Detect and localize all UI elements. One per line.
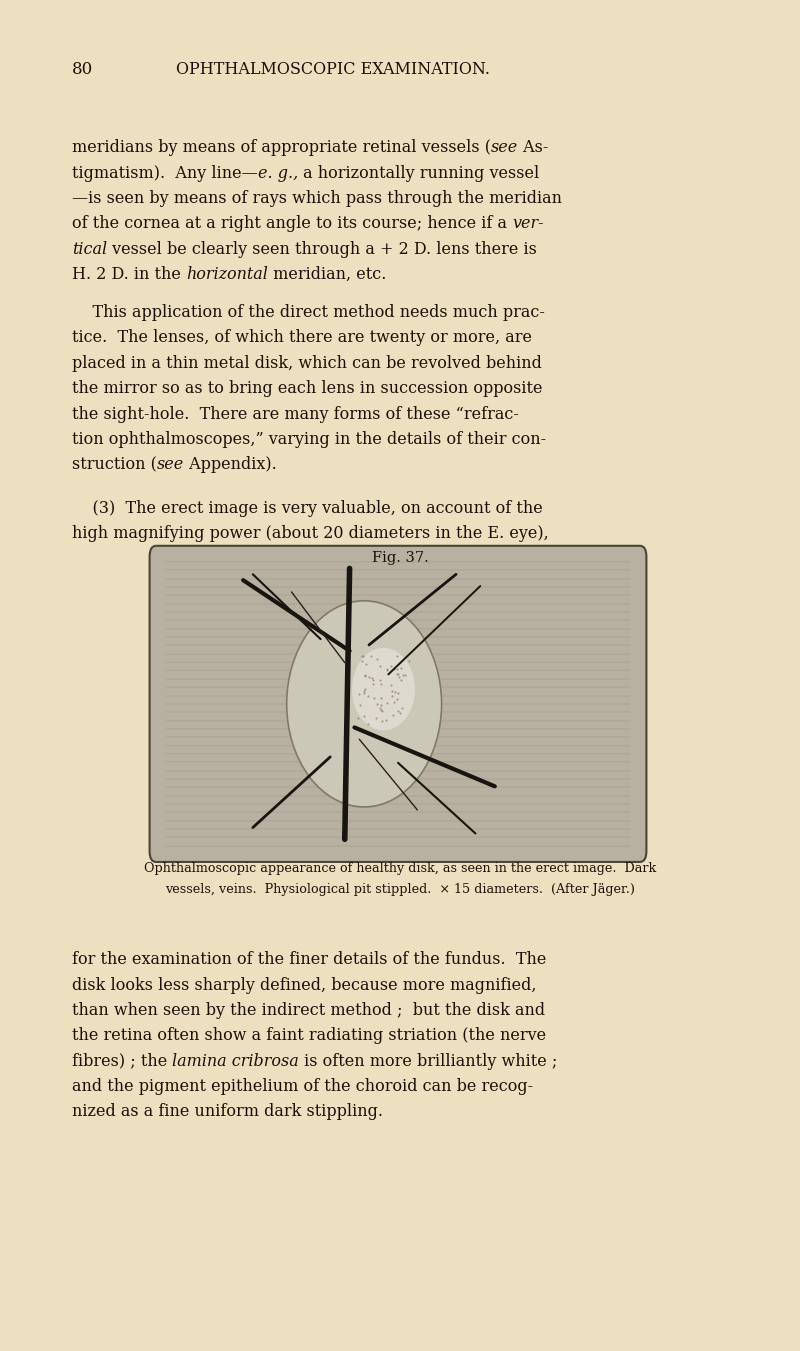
Text: Ophthalmoscopic appearance of healthy disk, as seen in the erect image.  Dark: Ophthalmoscopic appearance of healthy di… [144, 862, 656, 875]
Text: As-: As- [518, 139, 549, 157]
Text: fibres) ; the: fibres) ; the [72, 1052, 172, 1070]
Text: lamina cribrosa: lamina cribrosa [172, 1052, 299, 1070]
Text: disk looks less sharply defined, because more magnified,: disk looks less sharply defined, because… [72, 977, 537, 993]
Text: This application of the direct method needs much prac-: This application of the direct method ne… [72, 304, 545, 322]
Ellipse shape [352, 648, 415, 731]
Ellipse shape [286, 601, 442, 807]
Text: OPHTHALMOSCOPIC EXAMINATION.: OPHTHALMOSCOPIC EXAMINATION. [176, 61, 490, 78]
Text: and the pigment epithelium of the choroid can be recog-: and the pigment epithelium of the choroi… [72, 1078, 533, 1096]
Text: meridian, etc.: meridian, etc. [268, 266, 386, 284]
Text: tigmatism).  Any line—: tigmatism). Any line— [72, 165, 258, 181]
Text: for the examination of the finer details of the fundus.  The: for the examination of the finer details… [72, 951, 546, 969]
Text: see: see [491, 139, 518, 157]
Text: vessels, veins.  Physiological pit stippled.  × 15 diameters.  (After Jäger.): vessels, veins. Physiological pit stippl… [165, 882, 635, 896]
Text: high magnifying power (about 20 diameters in the E. eye),: high magnifying power (about 20 diameter… [72, 526, 549, 542]
Text: —is seen by means of rays which pass through the meridian: —is seen by means of rays which pass thr… [72, 190, 562, 207]
Text: see: see [157, 457, 184, 473]
Text: the mirror so as to bring each lens in succession opposite: the mirror so as to bring each lens in s… [72, 380, 542, 397]
Text: is often more brilliantly white ;: is often more brilliantly white ; [299, 1052, 558, 1070]
Text: struction (: struction ( [72, 457, 157, 473]
Text: H. 2 D. in the: H. 2 D. in the [72, 266, 186, 284]
Text: a horizontally running vessel: a horizontally running vessel [298, 165, 539, 181]
Text: the retina often show a faint radiating striation (the nerve: the retina often show a faint radiating … [72, 1027, 546, 1044]
Text: of the cornea at a right angle to its course; hence if a: of the cornea at a right angle to its co… [72, 215, 512, 232]
Text: Appendix).: Appendix). [184, 457, 277, 473]
Text: tical: tical [72, 240, 107, 258]
Text: (3)  The erect image is very valuable, on account of the: (3) The erect image is very valuable, on… [72, 500, 542, 517]
FancyBboxPatch shape [150, 546, 646, 862]
Text: placed in a thin metal disk, which can be revolved behind: placed in a thin metal disk, which can b… [72, 355, 542, 372]
Text: e. g.,: e. g., [258, 165, 298, 181]
Text: 80: 80 [72, 61, 94, 78]
Text: tion ophthalmoscopes,” varying in the details of their con-: tion ophthalmoscopes,” varying in the de… [72, 431, 546, 449]
Text: the sight-hole.  There are many forms of these “refrac-: the sight-hole. There are many forms of … [72, 405, 519, 423]
Text: than when seen by the indirect method ;  but the disk and: than when seen by the indirect method ; … [72, 1002, 545, 1019]
Text: horizontal: horizontal [186, 266, 268, 284]
Text: meridians by means of appropriate retinal vessels (: meridians by means of appropriate retina… [72, 139, 491, 157]
Text: vessel be clearly seen through a + 2 D. lens there is: vessel be clearly seen through a + 2 D. … [107, 240, 537, 258]
Text: tice.  The lenses, of which there are twenty or more, are: tice. The lenses, of which there are twe… [72, 330, 532, 346]
Text: ver-: ver- [512, 215, 544, 232]
Text: Fig. 37.: Fig. 37. [372, 551, 428, 565]
Text: nized as a fine uniform dark stippling.: nized as a fine uniform dark stippling. [72, 1104, 383, 1120]
